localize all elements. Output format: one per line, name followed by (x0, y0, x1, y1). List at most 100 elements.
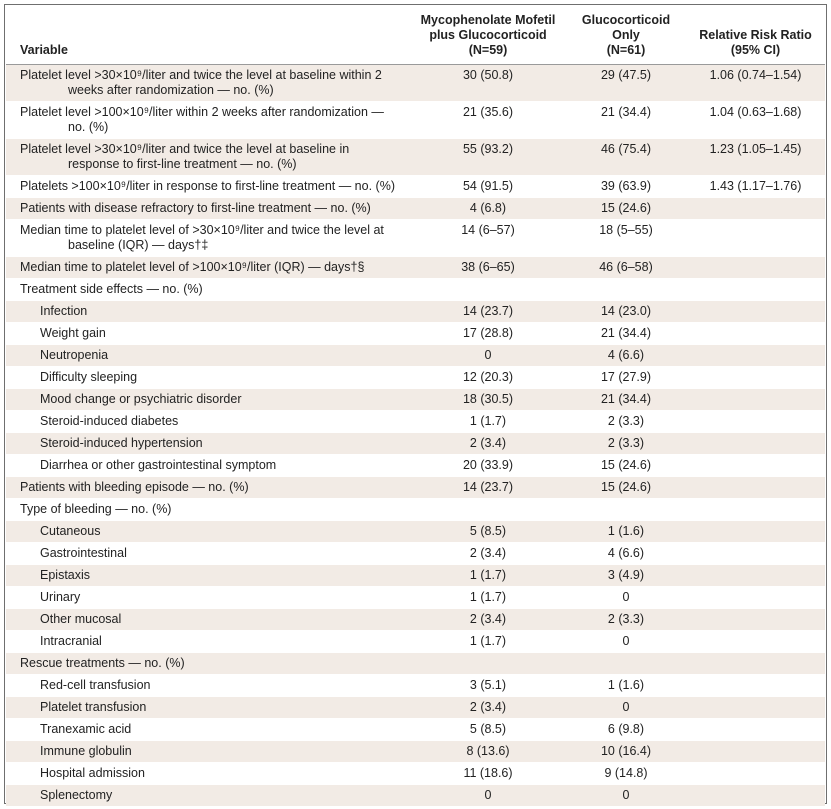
table-row: Weight gain 17 (28.8) 21 (34.4) (6, 322, 825, 345)
cell-gc: 21 (34.4) (566, 322, 686, 345)
cell-mmf: 21 (35.6) (410, 101, 566, 139)
cell-mmf: 55 (93.2) (410, 138, 566, 176)
table-row: Diarrhea or other gastrointestinal sympt… (6, 454, 825, 477)
cell-mmf: 20 (33.9) (410, 454, 566, 477)
table-row: Mood change or psychiatric disorder 18 (3… (6, 388, 825, 411)
row-label: Urinary (40, 590, 81, 604)
cell-gc: 46 (75.4) (566, 138, 686, 176)
cell-gc: 2 (3.3) (566, 608, 686, 631)
row-label: Steroid-induced hypertension (40, 436, 203, 450)
cell-mmf: 1 (1.7) (410, 586, 566, 609)
table-row: Platelet level >30×10⁹/liter and twice t… (6, 138, 825, 176)
cell-mmf: 30 (50.8) (410, 64, 566, 102)
row-label: Platelet level >30×10⁹/liter and twice t… (20, 142, 350, 171)
row-label: Neutropenia (40, 348, 109, 362)
row-label: Patients with disease refractory to firs… (20, 201, 371, 215)
cell-rr: 1.23 (1.05–1.45) (686, 138, 825, 176)
cell-mmf: 17 (28.8) (410, 322, 566, 345)
cell-rr (686, 652, 825, 675)
cell-gc: 15 (24.6) (566, 476, 686, 499)
cell-rr (686, 454, 825, 477)
cell-mmf: 54 (91.5) (410, 175, 566, 198)
table-row: Difficulty sleeping 12 (20.3) 17 (27.9) (6, 366, 825, 389)
row-label: Immune globulin (40, 744, 132, 758)
cell-gc (566, 498, 686, 521)
cell-rr (686, 322, 825, 345)
table-row: Platelet level >30×10⁹/liter and twice t… (6, 64, 825, 102)
cell-rr (686, 740, 825, 763)
cell-rr (686, 344, 825, 367)
cell-gc: 17 (27.9) (566, 366, 686, 389)
row-label: Gastrointestinal (40, 546, 127, 560)
table-frame: Variable Mycophenolate Mofetil plus Gluc… (4, 4, 827, 807)
cell-mmf: 1 (1.7) (410, 410, 566, 433)
row-label: Difficulty sleeping (40, 370, 138, 384)
table-row: Other mucosal 2 (3.4) 2 (3.3) (6, 608, 825, 631)
table-row: Splenectomy 0 0 (6, 784, 825, 807)
cell-gc: 3 (4.9) (566, 564, 686, 587)
cell-gc: 9 (14.8) (566, 762, 686, 785)
table-row: Infection 14 (23.7) 14 (23.0) (6, 300, 825, 323)
cell-mmf: 0 (410, 784, 566, 807)
table-row: Median time to platelet level of >100×10… (6, 256, 825, 279)
table-row: Neutropenia 0 4 (6.6) (6, 344, 825, 367)
cell-rr (686, 498, 825, 521)
cell-gc: 15 (24.6) (566, 197, 686, 220)
cell-mmf: 2 (3.4) (410, 608, 566, 631)
outcomes-table: Variable Mycophenolate Mofetil plus Gluc… (6, 5, 825, 807)
row-label: Splenectomy (40, 788, 113, 802)
cell-rr (686, 718, 825, 741)
row-label: Patients with bleeding episode — no. (%) (20, 480, 249, 494)
cell-rr (686, 608, 825, 631)
cell-mmf: 14 (23.7) (410, 300, 566, 323)
cell-mmf: 38 (6–65) (410, 256, 566, 279)
cell-gc: 0 (566, 784, 686, 807)
table-row: Epistaxis 1 (1.7) 3 (4.9) (6, 564, 825, 587)
cell-rr (686, 542, 825, 565)
table-row-section: Rescue treatments — no. (%) (6, 652, 825, 675)
row-label: Diarrhea or other gastrointestinal sympt… (40, 458, 277, 472)
cell-rr (686, 278, 825, 301)
cell-rr (686, 256, 825, 279)
cell-rr: 1.43 (1.17–1.76) (686, 175, 825, 198)
header-row: Variable Mycophenolate Mofetil plus Gluc… (6, 5, 825, 65)
cell-gc: 18 (5–55) (566, 219, 686, 257)
table-row: Patients with disease refractory to firs… (6, 197, 825, 220)
cell-rr (686, 388, 825, 411)
cell-rr (686, 410, 825, 433)
cell-mmf: 18 (30.5) (410, 388, 566, 411)
cell-gc: 4 (6.6) (566, 542, 686, 565)
cell-gc: 6 (9.8) (566, 718, 686, 741)
row-label: Platelet transfusion (40, 700, 147, 714)
table-row: Steroid-induced hypertension 2 (3.4) 2 (3.… (6, 432, 825, 455)
section-label: Type of bleeding — no. (%) (20, 502, 172, 516)
section-label: Rescue treatments — no. (%) (20, 656, 185, 670)
row-label: Mood change or psychiatric disorder (40, 392, 242, 406)
cell-rr (686, 696, 825, 719)
cell-rr (686, 784, 825, 807)
cell-gc: 0 (566, 696, 686, 719)
cell-gc: 21 (34.4) (566, 388, 686, 411)
cell-gc: 15 (24.6) (566, 454, 686, 477)
cell-mmf: 2 (3.4) (410, 432, 566, 455)
cell-rr (686, 432, 825, 455)
cell-rr (686, 564, 825, 587)
cell-gc: 14 (23.0) (566, 300, 686, 323)
row-label: Median time to platelet level of >100×10… (20, 260, 365, 274)
cell-gc: 46 (6–58) (566, 256, 686, 279)
row-label: Intracranial (40, 634, 102, 648)
cell-mmf: 4 (6.8) (410, 197, 566, 220)
cell-mmf (410, 498, 566, 521)
cell-mmf: 5 (8.5) (410, 718, 566, 741)
cell-gc: 2 (3.3) (566, 410, 686, 433)
table-row: Patients with bleeding episode — no. (%)… (6, 476, 825, 499)
row-label: Cutaneous (40, 524, 101, 538)
header-variable: Variable (6, 5, 410, 65)
table-row: Hospital admission 11 (18.6) 9 (14.8) (6, 762, 825, 785)
table-row: Red-cell transfusion 3 (5.1) 1 (1.6) (6, 674, 825, 697)
cell-mmf: 12 (20.3) (410, 366, 566, 389)
cell-rr (686, 366, 825, 389)
cell-rr: 1.06 (0.74–1.54) (686, 64, 825, 102)
cell-mmf: 0 (410, 344, 566, 367)
cell-rr (686, 476, 825, 499)
